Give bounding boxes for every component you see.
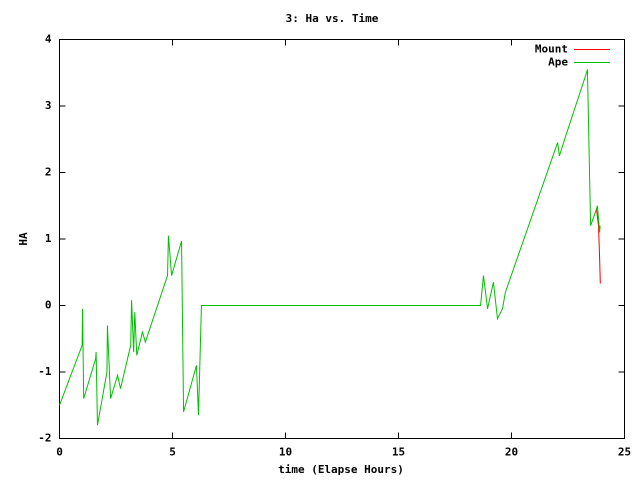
- legend-label: Ape: [548, 56, 568, 69]
- x-tick-label: 15: [392, 446, 405, 459]
- y-tick-label: 2: [45, 166, 52, 179]
- legend-label: Mount: [535, 43, 568, 56]
- x-tick-label: 20: [505, 446, 518, 459]
- y-axis-label: HA: [17, 232, 30, 246]
- data-line: [595, 209, 601, 284]
- y-tick-label: 1: [45, 232, 52, 245]
- x-tick-label: 10: [279, 446, 292, 459]
- data-line: [59, 69, 601, 426]
- x-tick-label: 5: [169, 446, 176, 459]
- y-tick-label: -1: [38, 365, 52, 378]
- chart-title: 3: Ha vs. Time: [286, 12, 379, 25]
- x-axis-label: time (Elapse Hours): [278, 463, 404, 476]
- y-tick-label: -2: [38, 432, 51, 445]
- y-tick-label: 0: [45, 299, 52, 312]
- y-tick-label: 3: [45, 99, 52, 112]
- x-tick-label: 0: [56, 446, 63, 459]
- y-tick-label: 4: [45, 33, 52, 46]
- x-tick-label: 25: [618, 446, 631, 459]
